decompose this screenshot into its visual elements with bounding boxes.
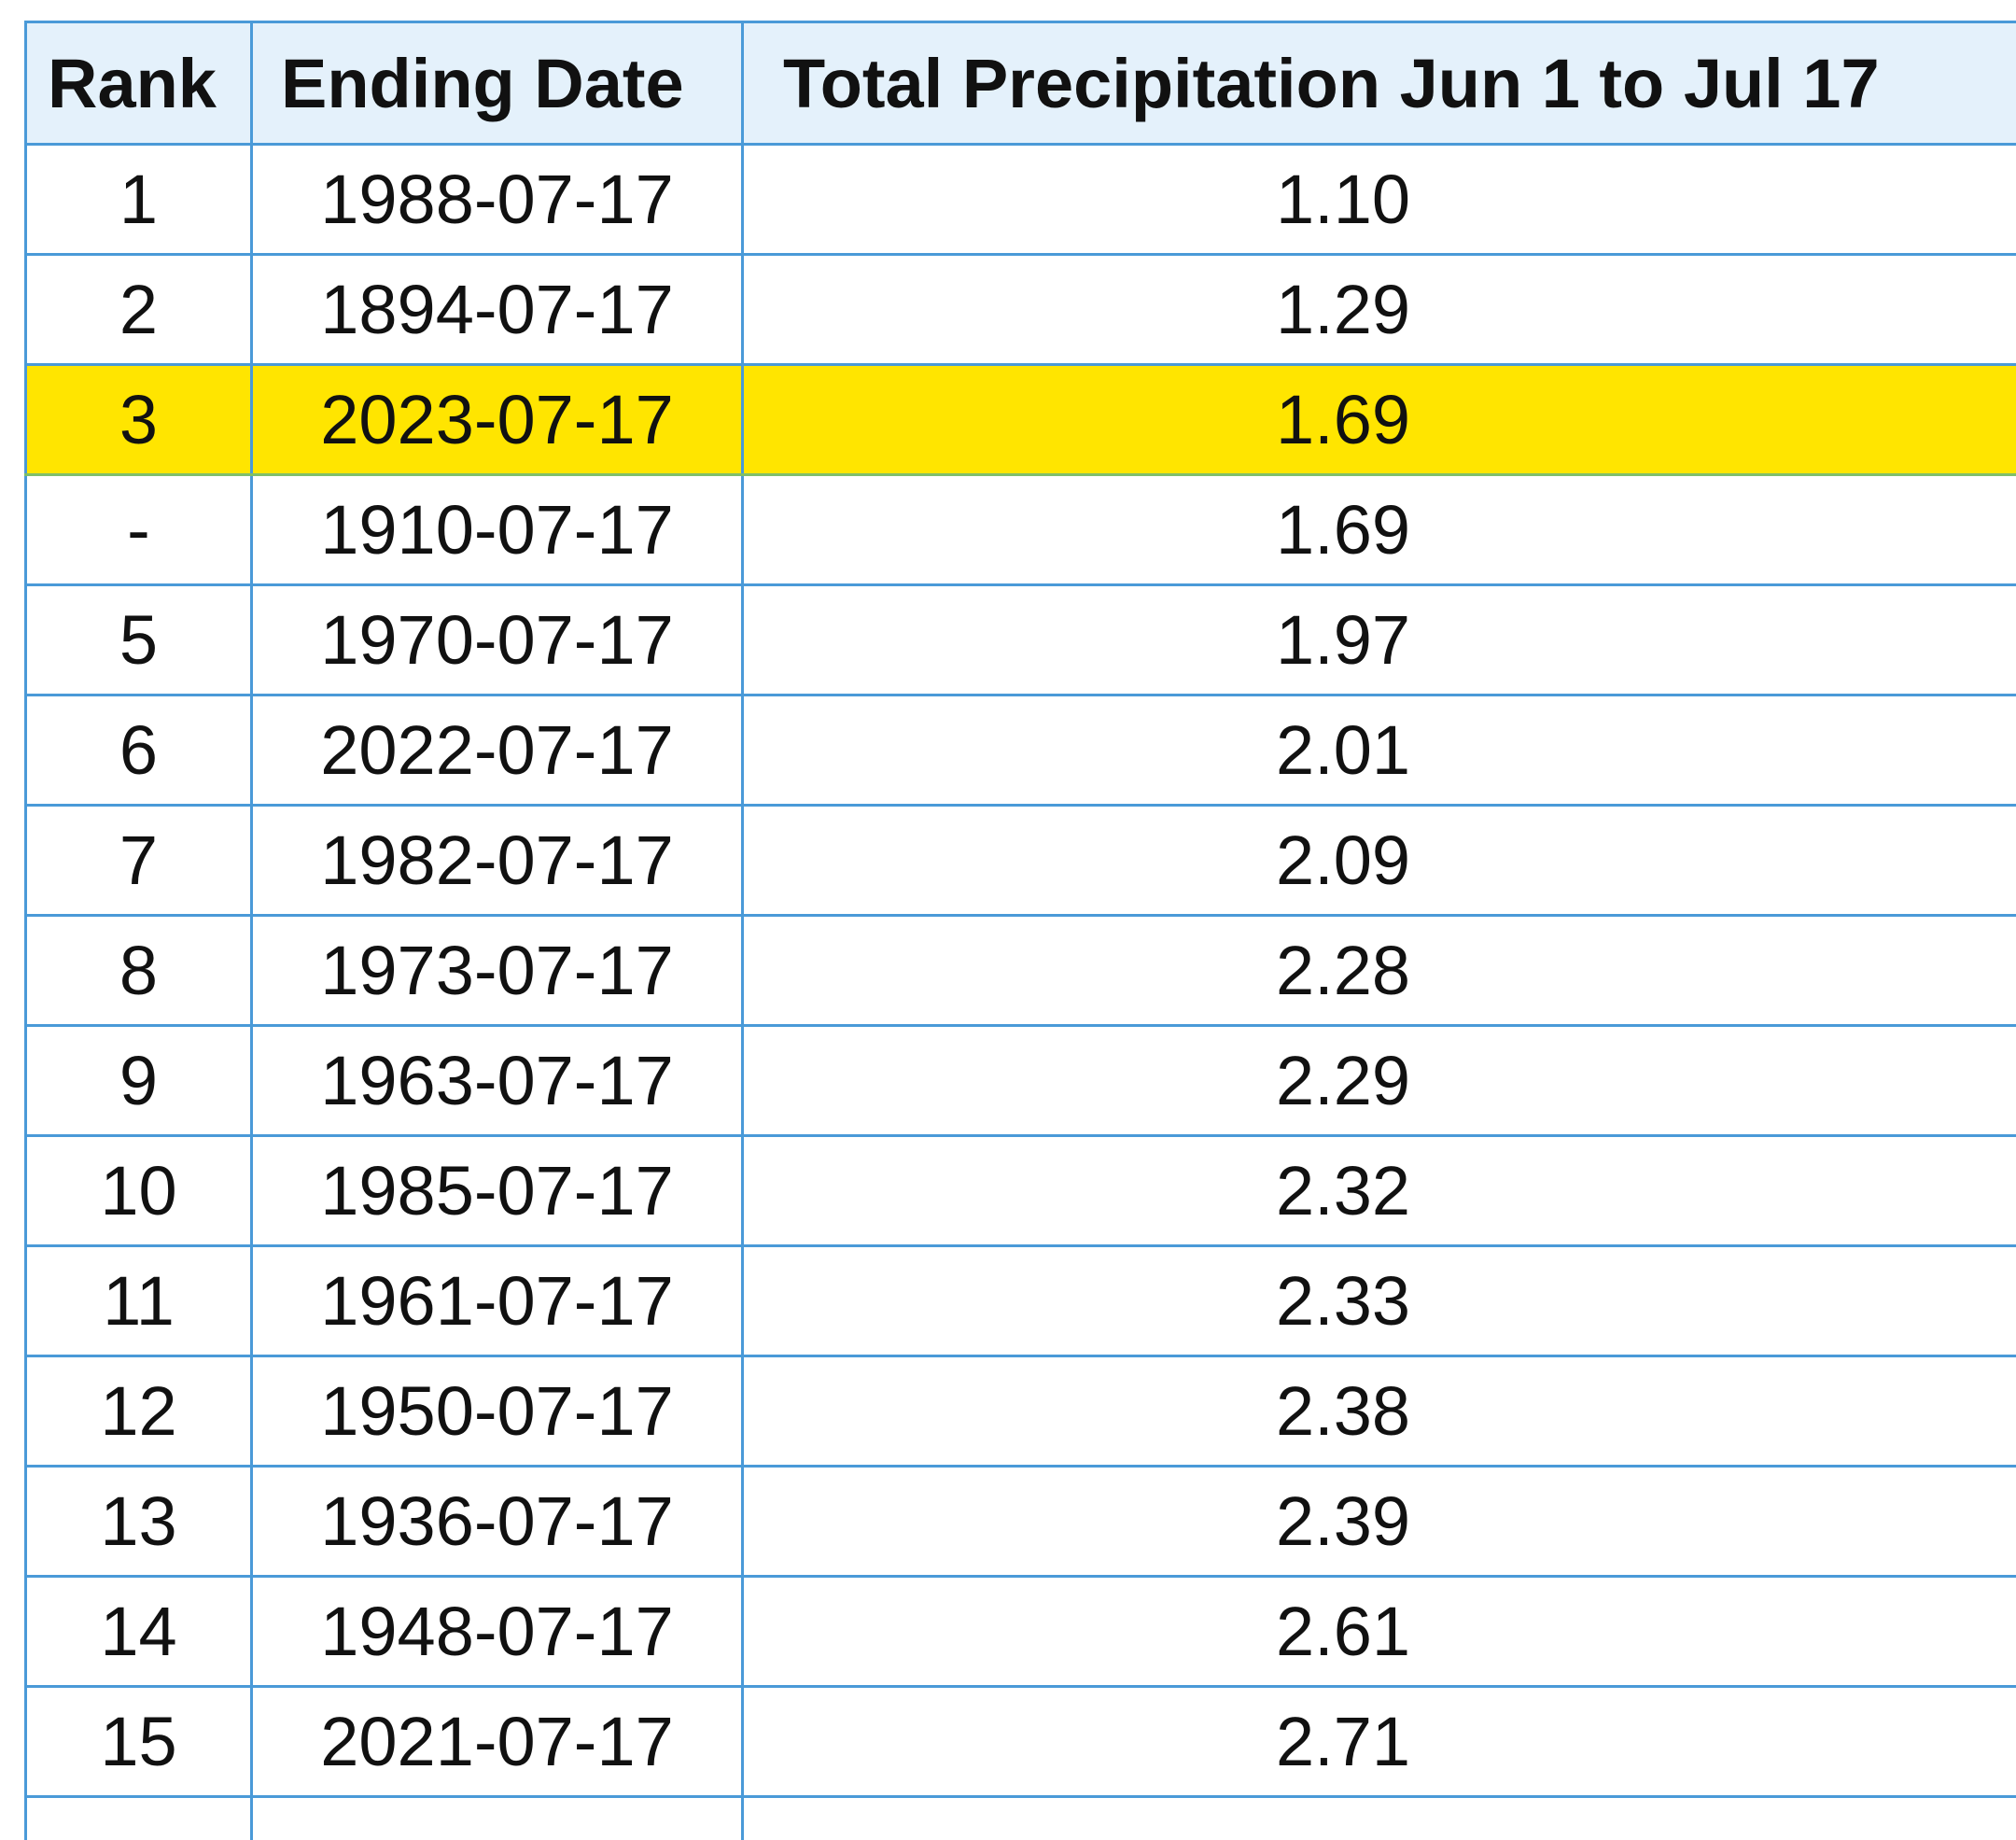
table-row: 15 2021-07-17 2.71	[24, 1685, 2016, 1798]
table-row: 13 1936-07-17 2.39	[24, 1465, 2016, 1578]
ending-date-cell: 1988-07-17	[250, 143, 744, 256]
table-row: 2 1894-07-17 1.29	[24, 253, 2016, 366]
ending-date-cell: 2021-07-17	[250, 1685, 744, 1798]
table-row: 10 1985-07-17 2.32	[24, 1134, 2016, 1247]
total-precipitation-cell: 2.28	[741, 914, 2016, 1027]
rank-cell: 5	[24, 583, 253, 696]
table-row-highlighted: 3 2023-07-17 1.69	[24, 363, 2016, 476]
total-precipitation-cell: 1.69	[741, 473, 2016, 586]
ending-date-cell: 1950-07-17	[250, 1355, 744, 1468]
total-precipitation-cell: 2.33	[741, 1244, 2016, 1357]
rank-cell: 7	[24, 804, 253, 917]
total-precipitation-cell: 1.97	[741, 583, 2016, 696]
total-precipitation-cell: 2.01	[741, 694, 2016, 807]
table-row: -1910-07-17 1.69	[24, 473, 2016, 586]
rank-cell: 3	[24, 363, 253, 476]
column-header-rank[interactable]: Rank	[24, 21, 253, 146]
total-precipitation-cell: 1.10	[741, 143, 2016, 256]
precipitation-ranking-table: Rank Ending Date Total Precipitation Jun…	[24, 21, 2016, 1840]
total-precipitation-cell: 2.32	[741, 1134, 2016, 1247]
rank-cell: 14	[24, 1575, 253, 1688]
ending-date-cell: 2023-07-17	[250, 363, 744, 476]
rank-cell: 11	[24, 1244, 253, 1357]
rank-cell: 13	[24, 1465, 253, 1578]
ending-date-cell: 1948-07-17	[250, 1575, 744, 1688]
ending-date-cell: 1961-07-17	[250, 1244, 744, 1357]
table-row: 11 1961-07-17 2.33	[24, 1244, 2016, 1357]
total-precipitation-cell: 2.29	[741, 1024, 2016, 1137]
total-precipitation-cell: 1.29	[741, 253, 2016, 366]
column-header-ending-date[interactable]: Ending Date	[250, 21, 744, 146]
table-row: 1 1988-07-17 1.10	[24, 143, 2016, 256]
table-row: 12 1950-07-17 2.38	[24, 1355, 2016, 1468]
rank-cell: 1	[24, 143, 253, 256]
ending-date-cell: 1985-07-17	[250, 1134, 744, 1247]
table-row: 9 1963-07-17 2.29	[24, 1024, 2016, 1137]
ending-date-cell: 1982-07-17	[250, 804, 744, 917]
table-row: 5 1970-07-17 1.97	[24, 583, 2016, 696]
rank-cell: 9	[24, 1024, 253, 1137]
rank-cell: -	[24, 473, 253, 586]
rank-cell: 6	[24, 694, 253, 807]
ending-date-cell: 1894-07-17	[250, 253, 744, 366]
ending-date-cell: 1910-07-17	[250, 473, 744, 586]
ending-date-cell	[250, 1795, 744, 1840]
total-precipitation-cell: 2.09	[741, 804, 2016, 917]
precipitation-ranking-table-container: Rank Ending Date Total Precipitation Jun…	[24, 21, 2016, 1840]
rank-cell	[24, 1795, 253, 1840]
total-precipitation-cell: 2.38	[741, 1355, 2016, 1468]
total-precipitation-cell: 1.69	[741, 363, 2016, 476]
ending-date-cell: 1970-07-17	[250, 583, 744, 696]
table-row: 8 1973-07-17 2.28	[24, 914, 2016, 1027]
rank-cell: 12	[24, 1355, 253, 1468]
table-row: 7 1982-07-17 2.09	[24, 804, 2016, 917]
rank-cell: 15	[24, 1685, 253, 1798]
total-precipitation-cell: 2.71	[741, 1685, 2016, 1798]
ending-date-cell: 1963-07-17	[250, 1024, 744, 1137]
total-precipitation-cell: 2.61	[741, 1575, 2016, 1688]
rank-cell: 10	[24, 1134, 253, 1247]
ending-date-cell: 2022-07-17	[250, 694, 744, 807]
ending-date-cell: 1973-07-17	[250, 914, 744, 1027]
table-row: 6 2022-07-17 2.01	[24, 694, 2016, 807]
total-precipitation-cell: 2.39	[741, 1465, 2016, 1578]
table-body: 1 1988-07-17 1.10 2 1894-07-17 1.29 3 2023-07-1…	[24, 143, 2016, 1840]
table-header-row: Rank Ending Date Total Precipitation Jun…	[24, 21, 2016, 146]
table-row	[24, 1795, 2016, 1840]
ending-date-cell: 1936-07-17	[250, 1465, 744, 1578]
rank-cell: 8	[24, 914, 253, 1027]
total-precipitation-cell	[741, 1795, 2016, 1840]
column-header-total-precipitation[interactable]: Total Precipitation Jun 1 to Jul 17	[741, 21, 2016, 146]
table-row: 14 1948-07-17 2.61	[24, 1575, 2016, 1688]
rank-cell: 2	[24, 253, 253, 366]
